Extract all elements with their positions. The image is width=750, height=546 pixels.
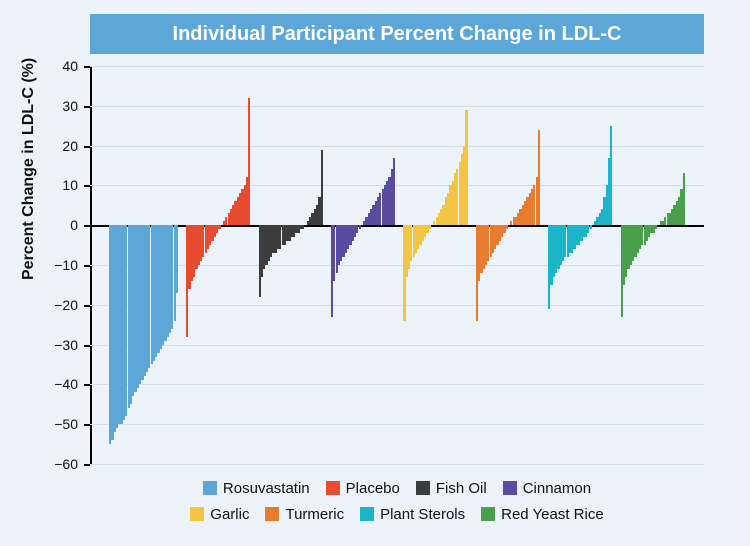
gridline xyxy=(90,464,704,465)
y-tick-label: −10 xyxy=(38,257,78,273)
y-tick-label: −20 xyxy=(38,297,78,313)
gridline xyxy=(90,305,704,306)
y-tick-label: −50 xyxy=(38,416,78,432)
legend-item: Turmeric xyxy=(265,502,344,528)
legend: Rosuvastatin Placebo Fish Oil Cinnamon Garli… xyxy=(90,476,704,528)
y-tick-mark xyxy=(84,345,90,347)
y-tick-mark xyxy=(84,384,90,386)
bar xyxy=(429,225,431,229)
legend-swatch xyxy=(326,481,340,495)
bar xyxy=(610,126,612,226)
zero-line xyxy=(90,225,704,227)
legend-swatch xyxy=(265,507,279,521)
legend-row: Rosuvastatin Placebo Fish Oil Cinnamon xyxy=(90,476,704,502)
bar xyxy=(176,225,178,293)
bar xyxy=(465,110,467,225)
legend-swatch xyxy=(481,507,495,521)
y-tick-label: −30 xyxy=(38,337,78,353)
y-tick-mark xyxy=(84,106,90,108)
bar xyxy=(590,225,592,229)
legend-label: Placebo xyxy=(346,480,400,497)
y-tick-mark xyxy=(84,185,90,187)
y-tick-label: −40 xyxy=(38,376,78,392)
legend-item: Placebo xyxy=(326,476,400,502)
y-tick-mark xyxy=(84,305,90,307)
legend-item: Plant Sterols xyxy=(360,502,465,528)
bar xyxy=(321,150,323,226)
y-tick-label: 40 xyxy=(38,58,78,74)
chart-figure: Individual Participant Percent Change in… xyxy=(0,0,750,546)
legend-label: Red Yeast Rice xyxy=(501,506,604,523)
y-tick-mark xyxy=(84,424,90,426)
legend-label: Rosuvastatin xyxy=(223,480,310,497)
y-tick-label: 30 xyxy=(38,98,78,114)
y-tick-label: −60 xyxy=(38,456,78,472)
legend-item: Rosuvastatin xyxy=(203,476,310,502)
bar xyxy=(218,225,220,229)
legend-swatch xyxy=(190,507,204,521)
legend-swatch xyxy=(203,481,217,495)
y-tick-mark xyxy=(84,225,90,227)
legend-swatch xyxy=(360,507,374,521)
gridline xyxy=(90,424,704,425)
legend-item: Garlic xyxy=(190,502,249,528)
bar xyxy=(655,225,657,229)
legend-swatch xyxy=(503,481,517,495)
bar xyxy=(538,130,540,226)
gridline xyxy=(90,265,704,266)
gridline xyxy=(90,106,704,107)
legend-label: Cinnamon xyxy=(523,480,591,497)
y-tick-label: 10 xyxy=(38,177,78,193)
bar xyxy=(506,225,508,229)
y-tick-label: 0 xyxy=(38,217,78,233)
gridline xyxy=(90,384,704,385)
y-axis-label: Percent Change in LDL-C (%) xyxy=(20,58,38,280)
bar xyxy=(393,158,395,226)
bar xyxy=(248,98,250,225)
legend-label: Turmeric xyxy=(285,506,344,523)
legend-item: Fish Oil xyxy=(416,476,487,502)
legend-label: Fish Oil xyxy=(436,480,487,497)
legend-label: Plant Sterols xyxy=(380,506,465,523)
y-tick-label: 20 xyxy=(38,138,78,154)
y-tick-mark xyxy=(84,66,90,68)
legend-item: Red Yeast Rice xyxy=(481,502,604,528)
gridline xyxy=(90,345,704,346)
legend-item: Cinnamon xyxy=(503,476,591,502)
y-tick-mark xyxy=(84,146,90,148)
gridline xyxy=(90,66,704,67)
bar xyxy=(683,173,685,225)
bar xyxy=(359,225,361,229)
bar xyxy=(302,225,304,229)
chart-title: Individual Participant Percent Change in… xyxy=(90,14,704,54)
legend-label: Garlic xyxy=(210,506,249,523)
legend-row: Garlic Turmeric Plant Sterols Red Yeast Ric… xyxy=(90,502,704,528)
legend-swatch xyxy=(416,481,430,495)
plot-area: 403020100−10−20−30−40−50−60 xyxy=(90,66,704,464)
y-tick-mark xyxy=(84,265,90,267)
y-tick-mark xyxy=(84,464,90,466)
